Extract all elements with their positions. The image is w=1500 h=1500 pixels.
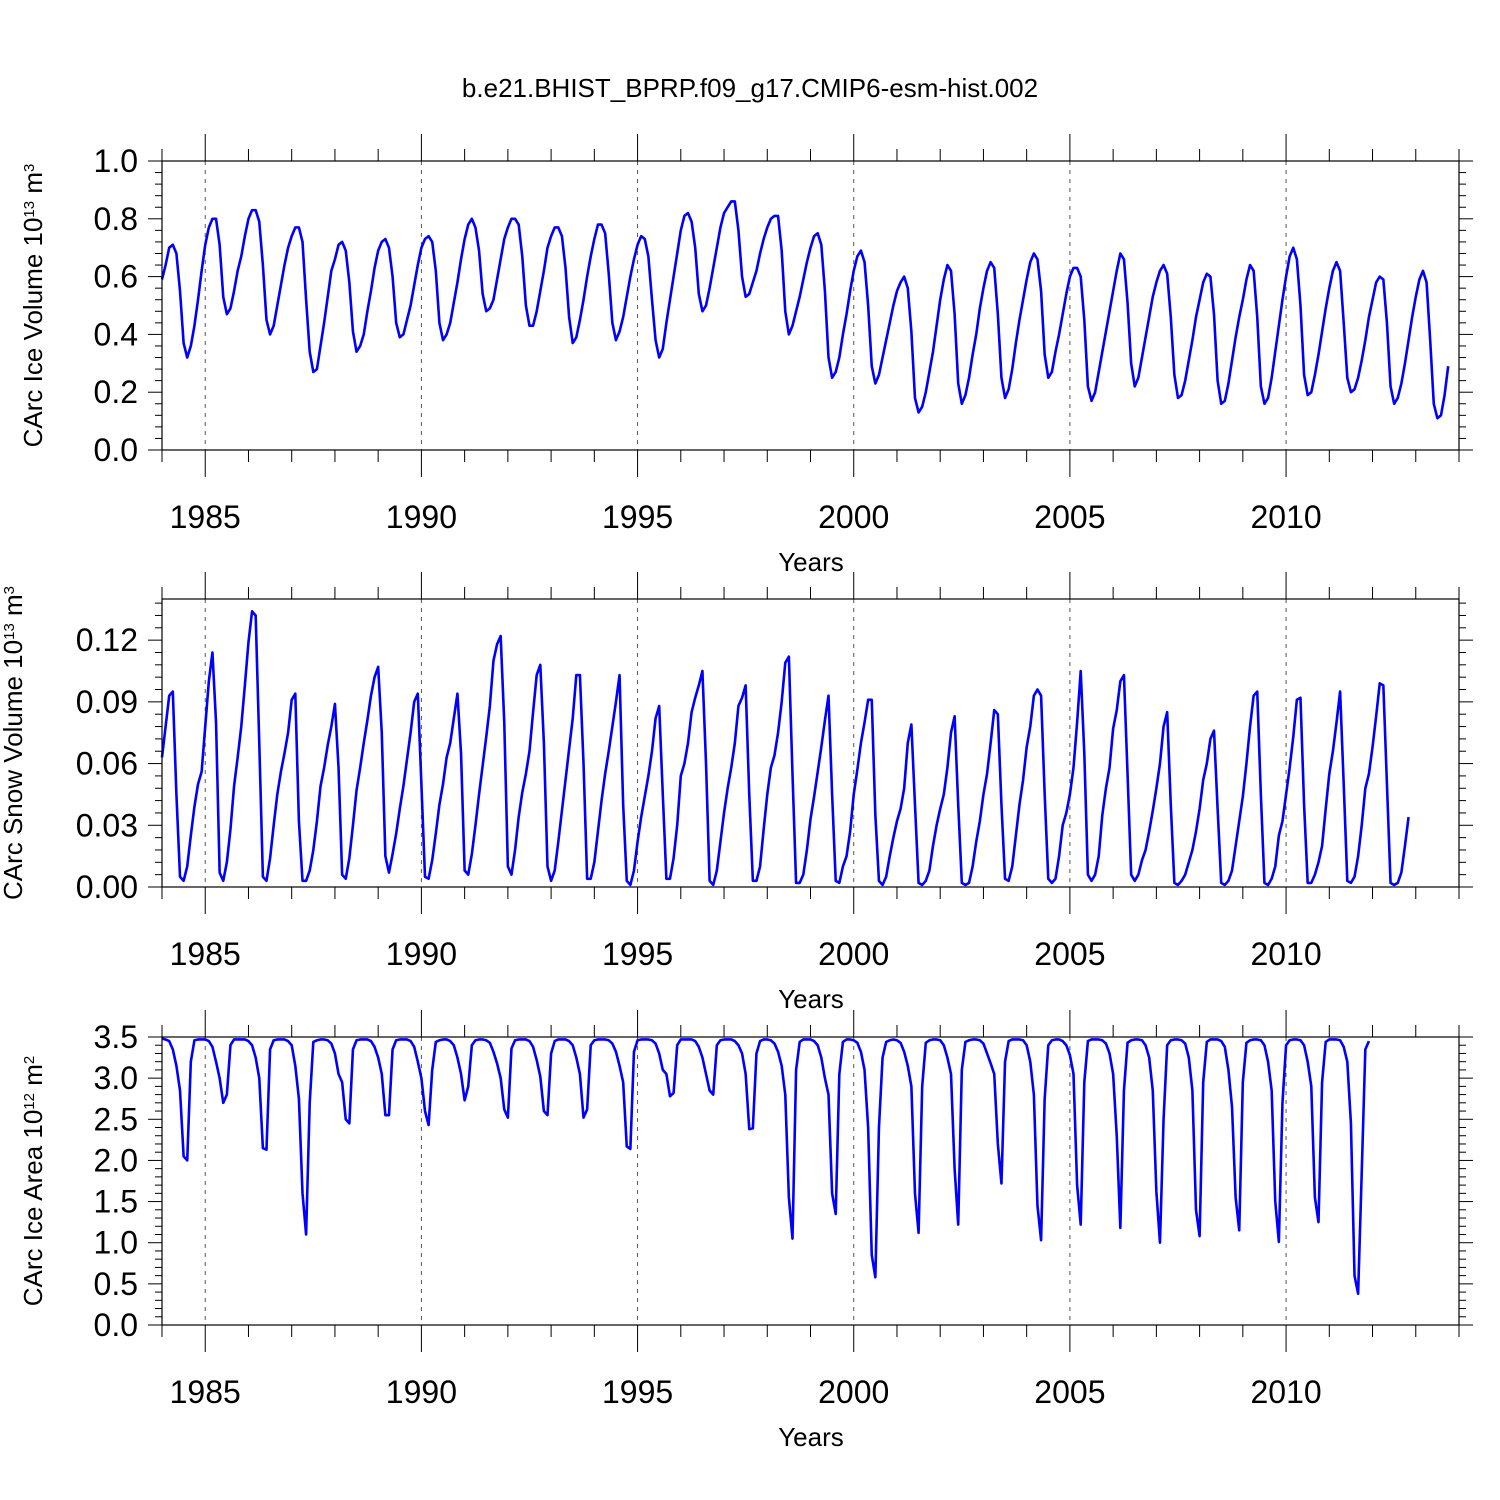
x-tick-label: 1990 — [386, 1374, 457, 1410]
y-tick-label: 0.03 — [76, 807, 138, 843]
x-tick-label: 1990 — [386, 936, 457, 972]
y-tick-label: 0.5 — [94, 1266, 138, 1302]
y-tick-label: 2.0 — [94, 1142, 138, 1178]
x-axis-label: Years — [778, 984, 844, 1014]
x-tick-label: 1990 — [386, 499, 457, 535]
y-axis-label-superscript: 12 — [21, 1093, 38, 1110]
y-tick-label: 0.00 — [76, 869, 138, 905]
x-axis-label: Years — [778, 1422, 844, 1452]
y-tick-label: 0.09 — [76, 684, 138, 720]
y-tick-label: 0.12 — [76, 622, 138, 658]
y-axis-label-text: m — [18, 1064, 48, 1093]
y-axis-label: CArc Snow Volume 1013 m3 — [0, 586, 28, 900]
x-tick-label: 1995 — [602, 499, 673, 535]
y-tick-label: 2.5 — [94, 1101, 138, 1137]
y-axis-label-text: m — [18, 172, 48, 201]
x-tick-label: 2010 — [1250, 499, 1321, 535]
x-tick-label: 1995 — [602, 936, 673, 972]
y-axis-label-superscript: 3 — [21, 164, 38, 172]
x-tick-label: 1995 — [602, 1374, 673, 1410]
y-tick-label: 0.0 — [94, 1307, 138, 1343]
y-tick-label: 0.4 — [94, 316, 138, 352]
y-axis-label-text: m — [0, 594, 28, 623]
series-line-ice-volume — [160, 200, 1450, 420]
x-tick-label: 2005 — [1034, 936, 1105, 972]
y-tick-label: 0.06 — [76, 746, 138, 782]
x-tick-label: 2000 — [818, 936, 889, 972]
x-tick-label: 2000 — [818, 1374, 889, 1410]
x-tick-label: 1985 — [170, 936, 241, 972]
y-axis-label: CArc Ice Volume 1013 m3 — [18, 164, 48, 448]
panel-ice-area: 1985 1990 1995 2000 2005 2010 0.0 0.5 1.0 1.5 2.0 2… — [18, 1010, 1473, 1452]
y-axis-label-text: CArc Ice Area 10 — [18, 1110, 48, 1307]
x-tick-label: 2000 — [818, 499, 889, 535]
panel-ice-volume: 1985 1990 1995 2000 2005 2010 0.0 0.2 0.4 0.6 0.8 1… — [18, 134, 1473, 577]
y-tick-label: 0.2 — [94, 374, 138, 410]
y-tick-label: 0.6 — [94, 259, 138, 295]
panel-snow-volume: 1985 1990 1995 2000 2005 2010 0.00 0.03 0.06 0.09… — [0, 572, 1473, 1014]
x-tick-label: 2005 — [1034, 1374, 1105, 1410]
y-axis-label-superscript: 13 — [21, 201, 38, 218]
x-tick-label: 1985 — [170, 1374, 241, 1410]
y-axis-label: CArc Ice Area 1012 m2 — [18, 1056, 48, 1306]
y-tick-label: 1.0 — [94, 143, 138, 179]
y-tick-label: 0.8 — [94, 201, 138, 237]
x-tick-label: 1985 — [170, 499, 241, 535]
y-tick-label: 1.5 — [94, 1184, 138, 1220]
series-line-snow-volume — [160, 610, 1410, 887]
y-tick-label: 1.0 — [94, 1225, 138, 1261]
y-axis-label-text: CArc Snow Volume 10 — [0, 640, 28, 900]
y-tick-label: 3.5 — [94, 1019, 138, 1055]
x-tick-label: 2005 — [1034, 499, 1105, 535]
series-line-ice-area — [161, 1037, 1371, 1296]
x-tick-label: 2010 — [1250, 936, 1321, 972]
y-axis-label-superscript: 2 — [21, 1056, 38, 1064]
chart-title: b.e21.BHIST_BPRP.f09_g17.CMIP6-esm-hist.… — [462, 73, 1038, 103]
y-tick-label: 3.0 — [94, 1060, 138, 1096]
x-axis-label: Years — [778, 547, 844, 577]
y-axis-label-superscript: 3 — [1, 586, 18, 594]
y-axis-label-superscript: 13 — [1, 623, 18, 640]
x-tick-label: 2010 — [1250, 1374, 1321, 1410]
y-tick-label: 0.0 — [94, 432, 138, 468]
y-axis-label-text: CArc Ice Volume 10 — [18, 218, 48, 448]
